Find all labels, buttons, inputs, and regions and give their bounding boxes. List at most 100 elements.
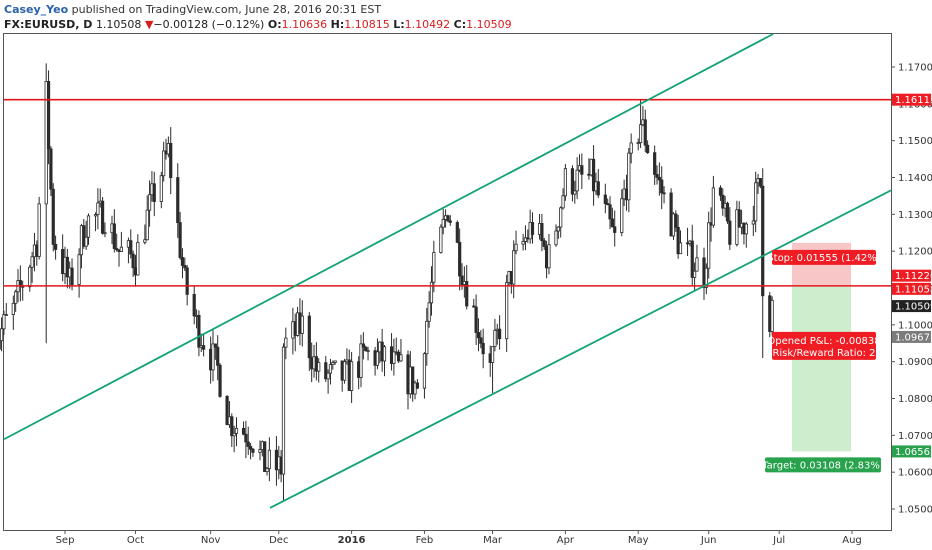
candle-body	[4, 314, 8, 316]
candle-body	[119, 246, 123, 252]
candle-body	[662, 192, 666, 195]
candle-body	[718, 187, 723, 196]
candle-body	[359, 343, 363, 378]
candle-body	[11, 302, 15, 315]
channel-lower-line[interactable]	[269, 189, 892, 509]
x-tick-label: Apr	[557, 535, 575, 546]
y-tick-label: 1.10000	[898, 320, 932, 331]
candle-body	[77, 254, 81, 285]
candle-body	[425, 320, 429, 355]
candle-body	[458, 241, 462, 277]
candle-body	[521, 241, 525, 245]
candle-body	[655, 174, 659, 178]
candle-body	[350, 361, 354, 391]
candle-body	[84, 236, 88, 247]
candle-body	[554, 230, 558, 246]
candle-body	[606, 203, 610, 206]
candle-body	[728, 220, 732, 245]
candle-body	[51, 188, 55, 245]
candle-body	[225, 395, 229, 426]
candle-body	[281, 346, 286, 475]
symbol-label: FX:EURUSD, D	[4, 18, 93, 31]
candle-body	[14, 291, 18, 304]
candle-body	[455, 222, 459, 243]
x-tick-label: Sep	[56, 535, 75, 546]
candle-body	[37, 203, 41, 257]
candle-body	[178, 222, 182, 258]
candle-body	[620, 198, 624, 233]
candle-body	[234, 427, 239, 434]
candle-body	[448, 220, 452, 223]
candle-body	[465, 281, 469, 307]
candle-body	[49, 148, 53, 190]
candle-body	[512, 250, 516, 285]
candle-body	[361, 343, 365, 348]
candle-body	[474, 306, 478, 333]
pnl-label-box	[772, 331, 876, 360]
high-value: 1.10815	[344, 18, 390, 31]
price-tag	[892, 330, 931, 343]
candle-body	[152, 183, 156, 202]
candle-body	[758, 178, 762, 187]
candle-body	[328, 364, 333, 374]
candle-body	[441, 219, 445, 228]
candle-body	[241, 427, 246, 435]
candle-body	[263, 441, 267, 473]
candle-body	[218, 364, 222, 397]
candle-body	[183, 265, 187, 269]
candle-body	[439, 226, 443, 253]
candle-body	[638, 124, 643, 143]
candle-body	[575, 169, 579, 192]
channel-upper-line[interactable]	[3, 33, 774, 441]
y-tick-label: 1.06000	[898, 468, 932, 479]
candle-body	[267, 449, 271, 469]
price-tag-label: 1.11058	[895, 284, 932, 295]
candle-body	[427, 302, 431, 322]
high-label: H:	[330, 18, 345, 31]
candle-body	[540, 223, 544, 242]
candle-body	[591, 158, 596, 192]
close-value: 1.10509	[466, 18, 512, 31]
x-tick-label: Jun	[700, 535, 717, 546]
candle-body	[324, 362, 328, 380]
candle-body	[547, 244, 551, 269]
candle-body	[382, 346, 387, 362]
candle-body	[86, 215, 91, 238]
candle-body	[284, 337, 288, 348]
candle-body	[490, 346, 495, 363]
candle-body	[446, 215, 450, 222]
candle-body	[498, 328, 502, 340]
candle-body	[331, 362, 335, 365]
price-tag	[892, 93, 931, 106]
candle-body	[481, 342, 485, 355]
candle-body	[169, 143, 173, 178]
candle-body	[415, 382, 419, 389]
ohlc-header: FX:EURUSD, D 1.10508 ▼−0.00128 (−0.12%) …	[4, 17, 512, 32]
candle-body	[185, 267, 189, 295]
candle-body	[317, 362, 321, 372]
candle-body	[505, 282, 509, 340]
candle-body	[93, 214, 98, 217]
price-tag-label: 1.11226	[895, 271, 932, 282]
candle-body	[725, 202, 730, 222]
publish-header: Casey_Yeo published on TradingView.com, …	[4, 2, 381, 17]
target-label-box	[765, 457, 881, 473]
candle-body	[657, 176, 661, 181]
x-tick-label: Oct	[127, 535, 144, 546]
candle-body	[82, 225, 86, 247]
candle-body	[251, 448, 255, 453]
pnl-label: Opened P&L: -0.00838	[767, 336, 880, 347]
candle-body	[326, 372, 330, 380]
price-tag-label: 1.10509	[895, 302, 932, 313]
candle-body	[643, 119, 647, 146]
candle-body	[580, 165, 584, 175]
candle-body	[754, 182, 758, 222]
candle-body	[432, 252, 436, 283]
candle-body	[2, 314, 6, 330]
author-name[interactable]: Casey_Yeo	[4, 3, 69, 16]
low-value: 1.10492	[404, 18, 451, 31]
candle-body	[216, 346, 220, 366]
candle-body	[476, 332, 481, 339]
